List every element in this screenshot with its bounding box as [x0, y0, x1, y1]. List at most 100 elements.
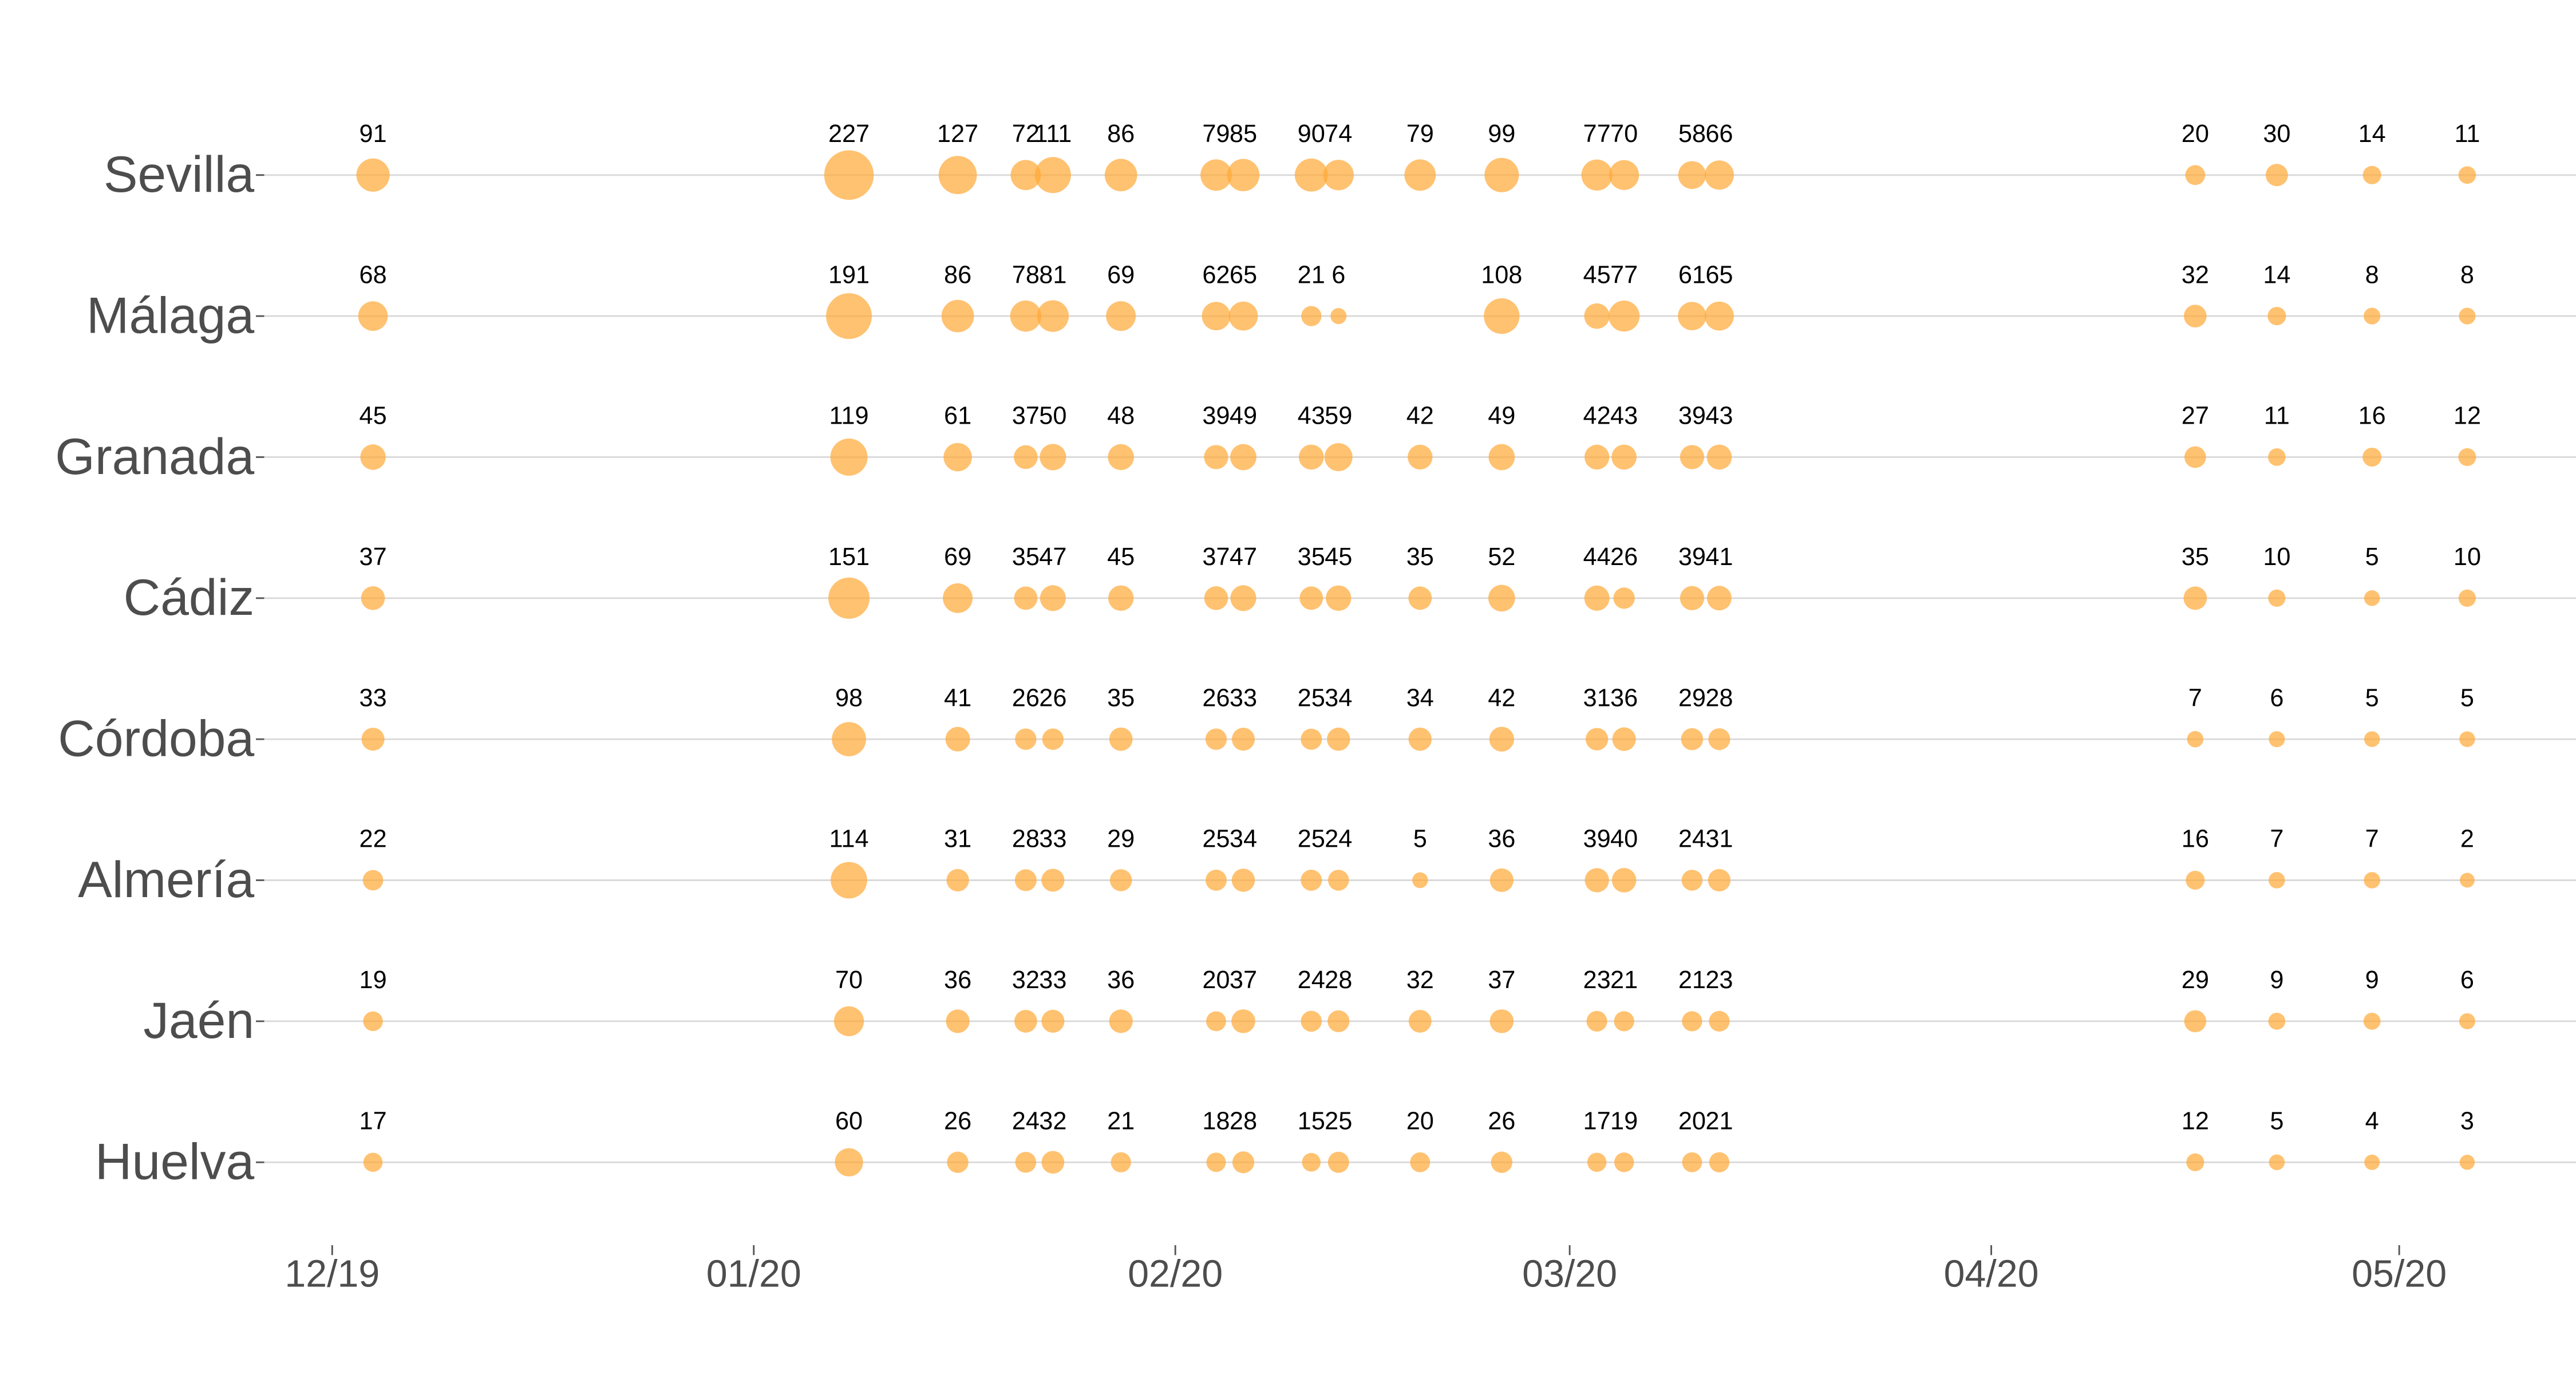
bubble — [1301, 870, 1322, 891]
value-label: 7 — [2188, 684, 2202, 712]
row-label: Huelva — [95, 1133, 255, 1190]
value-label: 43 — [1610, 402, 1638, 430]
bubble — [2187, 731, 2204, 748]
bubble — [1327, 727, 1350, 751]
bubble — [2364, 307, 2381, 325]
value-label: 16 — [2182, 826, 2209, 853]
bubble — [1408, 727, 1432, 751]
value-label: 21 — [1298, 261, 1325, 289]
value-label: 52 — [1488, 543, 1515, 571]
value-label: 114 — [829, 826, 869, 853]
bubble — [1680, 586, 1705, 610]
value-label: 31 — [1705, 826, 1733, 853]
bubble — [1231, 868, 1255, 892]
bubble — [361, 586, 385, 610]
bubble — [2459, 307, 2476, 325]
bubble — [2364, 1154, 2380, 1170]
value-label: 35 — [2182, 543, 2209, 571]
bubble — [1488, 444, 1515, 471]
bubble — [1680, 445, 1705, 469]
value-label: 37 — [1202, 543, 1230, 571]
bubble — [1111, 1152, 1131, 1172]
value-label: 86 — [944, 261, 971, 289]
value-label: 28 — [1230, 1107, 1257, 1135]
value-label: 32 — [1406, 966, 1434, 994]
value-label: 36 — [1107, 966, 1135, 994]
value-label: 61 — [944, 402, 971, 430]
value-label: 8 — [2365, 261, 2379, 289]
value-label: 11 — [2264, 402, 2290, 430]
bubble — [2458, 166, 2476, 184]
value-label: 43 — [1298, 402, 1325, 430]
value-label: 5 — [1413, 826, 1427, 853]
bubble — [1206, 1011, 1226, 1032]
bubble — [1014, 445, 1038, 469]
value-label: 26 — [1012, 684, 1040, 712]
bubble — [943, 443, 972, 472]
value-label: 35 — [1107, 684, 1135, 712]
value-label: 91 — [359, 120, 387, 148]
value-label: 39 — [1202, 402, 1230, 430]
bubble — [1041, 1151, 1065, 1174]
bubble — [1040, 444, 1066, 471]
bubble — [363, 1011, 383, 1032]
value-label: 22 — [359, 826, 387, 853]
bubble — [2268, 1013, 2286, 1030]
value-label: 78 — [1012, 261, 1040, 289]
bubble — [356, 158, 390, 192]
value-label: 77 — [1583, 120, 1611, 148]
bubble — [828, 577, 870, 619]
value-label: 6 — [2460, 966, 2474, 994]
value-label: 68 — [359, 261, 387, 289]
bubble — [1204, 445, 1228, 469]
bubble — [2265, 164, 2288, 187]
bubble — [938, 156, 977, 195]
bubble — [1327, 870, 1349, 891]
value-label: 3 — [2460, 1107, 2474, 1135]
bubble — [1612, 727, 1636, 751]
bubble — [1491, 1151, 1512, 1173]
value-label: 72 — [1012, 120, 1040, 148]
value-label: 33 — [1039, 826, 1066, 853]
bubble — [1584, 303, 1610, 329]
bubble — [1298, 444, 1324, 470]
value-label: 33 — [1039, 966, 1066, 994]
bubble — [2269, 872, 2285, 889]
value-label: 45 — [1583, 261, 1611, 289]
value-label: 24 — [1298, 966, 1325, 994]
bubble — [1608, 301, 1640, 332]
bubble — [1206, 1152, 1226, 1172]
value-label: 21 — [1610, 966, 1638, 994]
value-label: 86 — [1107, 120, 1135, 148]
bubble — [1584, 585, 1610, 611]
bubble — [1682, 1152, 1702, 1172]
row-label: Málaga — [86, 287, 255, 344]
bubble — [2183, 305, 2207, 327]
value-label: 6 — [1332, 261, 1345, 289]
value-label: 15 — [1298, 1107, 1325, 1135]
bubble — [1408, 444, 1433, 470]
value-label: 24 — [1012, 1107, 1040, 1135]
value-label: 191 — [828, 261, 870, 289]
value-label: 19 — [359, 966, 387, 994]
value-label: 26 — [1488, 1107, 1515, 1135]
bubble — [1041, 868, 1065, 892]
bubble — [363, 1152, 383, 1172]
value-label: 41 — [1705, 543, 1733, 571]
bubble — [1108, 444, 1134, 471]
value-label: 25 — [1298, 684, 1325, 712]
bubble — [1708, 728, 1730, 751]
value-label: 35 — [1012, 543, 1040, 571]
x-tick-label: 01/20 — [706, 1253, 801, 1295]
bubble — [1489, 727, 1514, 752]
value-label: 48 — [1107, 402, 1135, 430]
bubble — [2186, 870, 2205, 890]
value-label: 31 — [1583, 684, 1611, 712]
bubble — [1227, 159, 1260, 191]
value-label: 70 — [1610, 120, 1638, 148]
value-label: 21 — [1107, 1107, 1135, 1135]
bubble — [1586, 1010, 1607, 1032]
value-label: 9 — [2365, 966, 2379, 994]
row-label: Sevilla — [104, 145, 255, 203]
bubble — [2184, 446, 2206, 468]
